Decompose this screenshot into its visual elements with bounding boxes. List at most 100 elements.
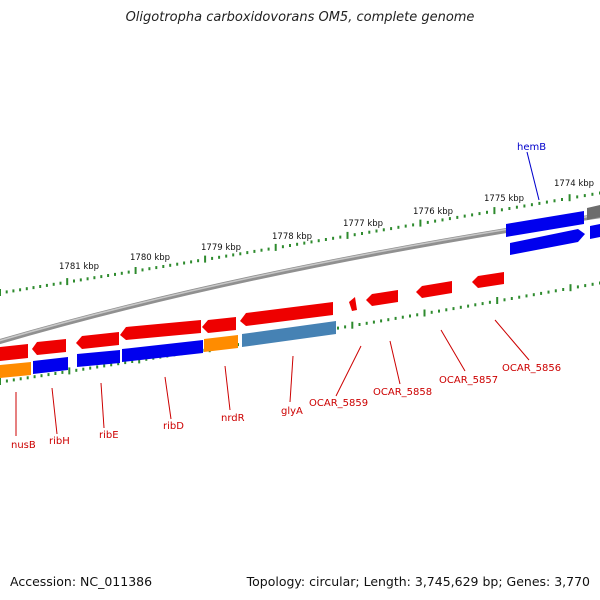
major-tick (419, 219, 422, 227)
minor-tick (141, 268, 144, 272)
minor-tick (176, 262, 179, 266)
major-tick (66, 278, 69, 286)
gene-arrow[interactable] (416, 281, 452, 298)
minor-tick (225, 254, 228, 258)
minor-tick (40, 374, 43, 378)
minor-tick (110, 363, 113, 367)
minor-tick (471, 213, 474, 217)
gene-arrow[interactable] (120, 320, 201, 340)
major-tick (496, 297, 499, 304)
minor-tick (155, 266, 158, 270)
outer-tick-row (0, 191, 600, 296)
minor-tick (52, 282, 55, 286)
minor-tick (503, 298, 506, 302)
kbp-label: 1781 kbp (59, 262, 99, 272)
gene-label-OCAR_5857[interactable]: OCAR_5857 (439, 375, 498, 386)
minor-tick (441, 218, 444, 222)
major-tick (493, 207, 496, 215)
gene-block[interactable] (33, 357, 68, 374)
genome-summary-text: Topology: circular; Length: 3,745,629 bp… (246, 574, 590, 589)
gene-arrow[interactable] (240, 302, 333, 326)
major-tick (568, 194, 571, 202)
minor-tick (463, 214, 466, 218)
gene-label-OCAR_5859[interactable]: OCAR_5859 (309, 398, 368, 409)
forward-strand-genes (0, 272, 504, 361)
minor-tick (387, 318, 390, 322)
minor-tick (324, 238, 327, 241)
minor-tick (518, 295, 521, 299)
gene-arrow[interactable] (0, 344, 28, 361)
gene-arrow[interactable] (349, 297, 357, 311)
minor-tick (45, 283, 48, 287)
gene-arrow[interactable] (366, 290, 398, 306)
gene-label-OCAR_5858[interactable]: OCAR_5858 (373, 387, 432, 398)
gene-block[interactable] (242, 321, 336, 347)
minor-tick (478, 212, 481, 216)
minor-tick (532, 293, 535, 297)
major-tick (204, 255, 207, 263)
minor-tick (93, 276, 96, 280)
minor-tick (584, 284, 587, 288)
minor-tick (397, 225, 400, 229)
minor-tick (169, 263, 172, 267)
gene-arrow[interactable] (32, 339, 66, 355)
minor-tick (148, 267, 151, 271)
minor-tick (162, 265, 165, 268)
gene-label-OCAR_5856[interactable]: OCAR_5856 (502, 363, 561, 374)
minor-tick (25, 287, 28, 291)
gene-block[interactable] (587, 205, 600, 220)
minor-tick (361, 232, 363, 235)
major-tick (569, 284, 572, 292)
minor-tick (332, 236, 335, 240)
gene-label-ribD[interactable]: ribD (163, 421, 184, 432)
minor-tick (253, 249, 256, 253)
minor-tick (303, 241, 306, 245)
minor-tick (12, 378, 15, 382)
kbp-label: 1774 kbp (554, 179, 594, 189)
gene-label-ribH[interactable]: ribH (49, 436, 70, 447)
major-tick (134, 267, 137, 274)
gene-label-ribE[interactable]: ribE (99, 430, 119, 441)
gene-label-nrdR[interactable]: nrdR (221, 413, 245, 424)
gene-block[interactable] (122, 340, 203, 362)
minor-tick (310, 240, 313, 244)
major-tick (0, 378, 1, 385)
minor-tick (344, 325, 347, 329)
gene-block[interactable] (510, 229, 585, 255)
minor-tick (434, 219, 437, 223)
kbp-label: 1775 kbp (484, 194, 524, 204)
minor-tick (47, 373, 50, 377)
gene-arrow[interactable] (202, 317, 236, 333)
minor-tick (438, 309, 440, 313)
minor-tick (409, 314, 411, 318)
minor-tick (430, 310, 433, 314)
minor-tick (372, 320, 375, 324)
minor-tick (183, 261, 186, 265)
gene-block[interactable] (77, 350, 120, 367)
minor-tick (211, 256, 214, 260)
minor-tick (281, 245, 284, 249)
minor-tick (86, 277, 89, 281)
minor-tick (375, 229, 378, 233)
gene-block[interactable] (0, 362, 31, 378)
minor-tick (124, 361, 127, 365)
gene-label-glyA[interactable]: glyA (281, 406, 303, 417)
gene-label-nusB[interactable]: nusB (11, 440, 36, 451)
major-tick (274, 243, 277, 251)
minor-tick (54, 372, 57, 375)
gene-label-hemB[interactable]: hemB (517, 142, 546, 153)
minor-tick (239, 252, 242, 256)
minor-tick (448, 217, 451, 221)
gene-block[interactable] (590, 224, 600, 239)
gene-block[interactable] (204, 335, 238, 352)
gene-labels: hemB nusB ribH ribE ribD nrdR glyA OCAR_… (11, 142, 561, 451)
minor-tick (488, 300, 491, 304)
gene-arrow[interactable] (472, 272, 504, 288)
gene-arrow[interactable] (76, 332, 119, 349)
minor-tick (19, 288, 22, 292)
minor-tick (390, 227, 393, 231)
gene-block[interactable] (506, 211, 584, 237)
minor-tick (73, 279, 75, 283)
minor-tick (337, 326, 339, 330)
